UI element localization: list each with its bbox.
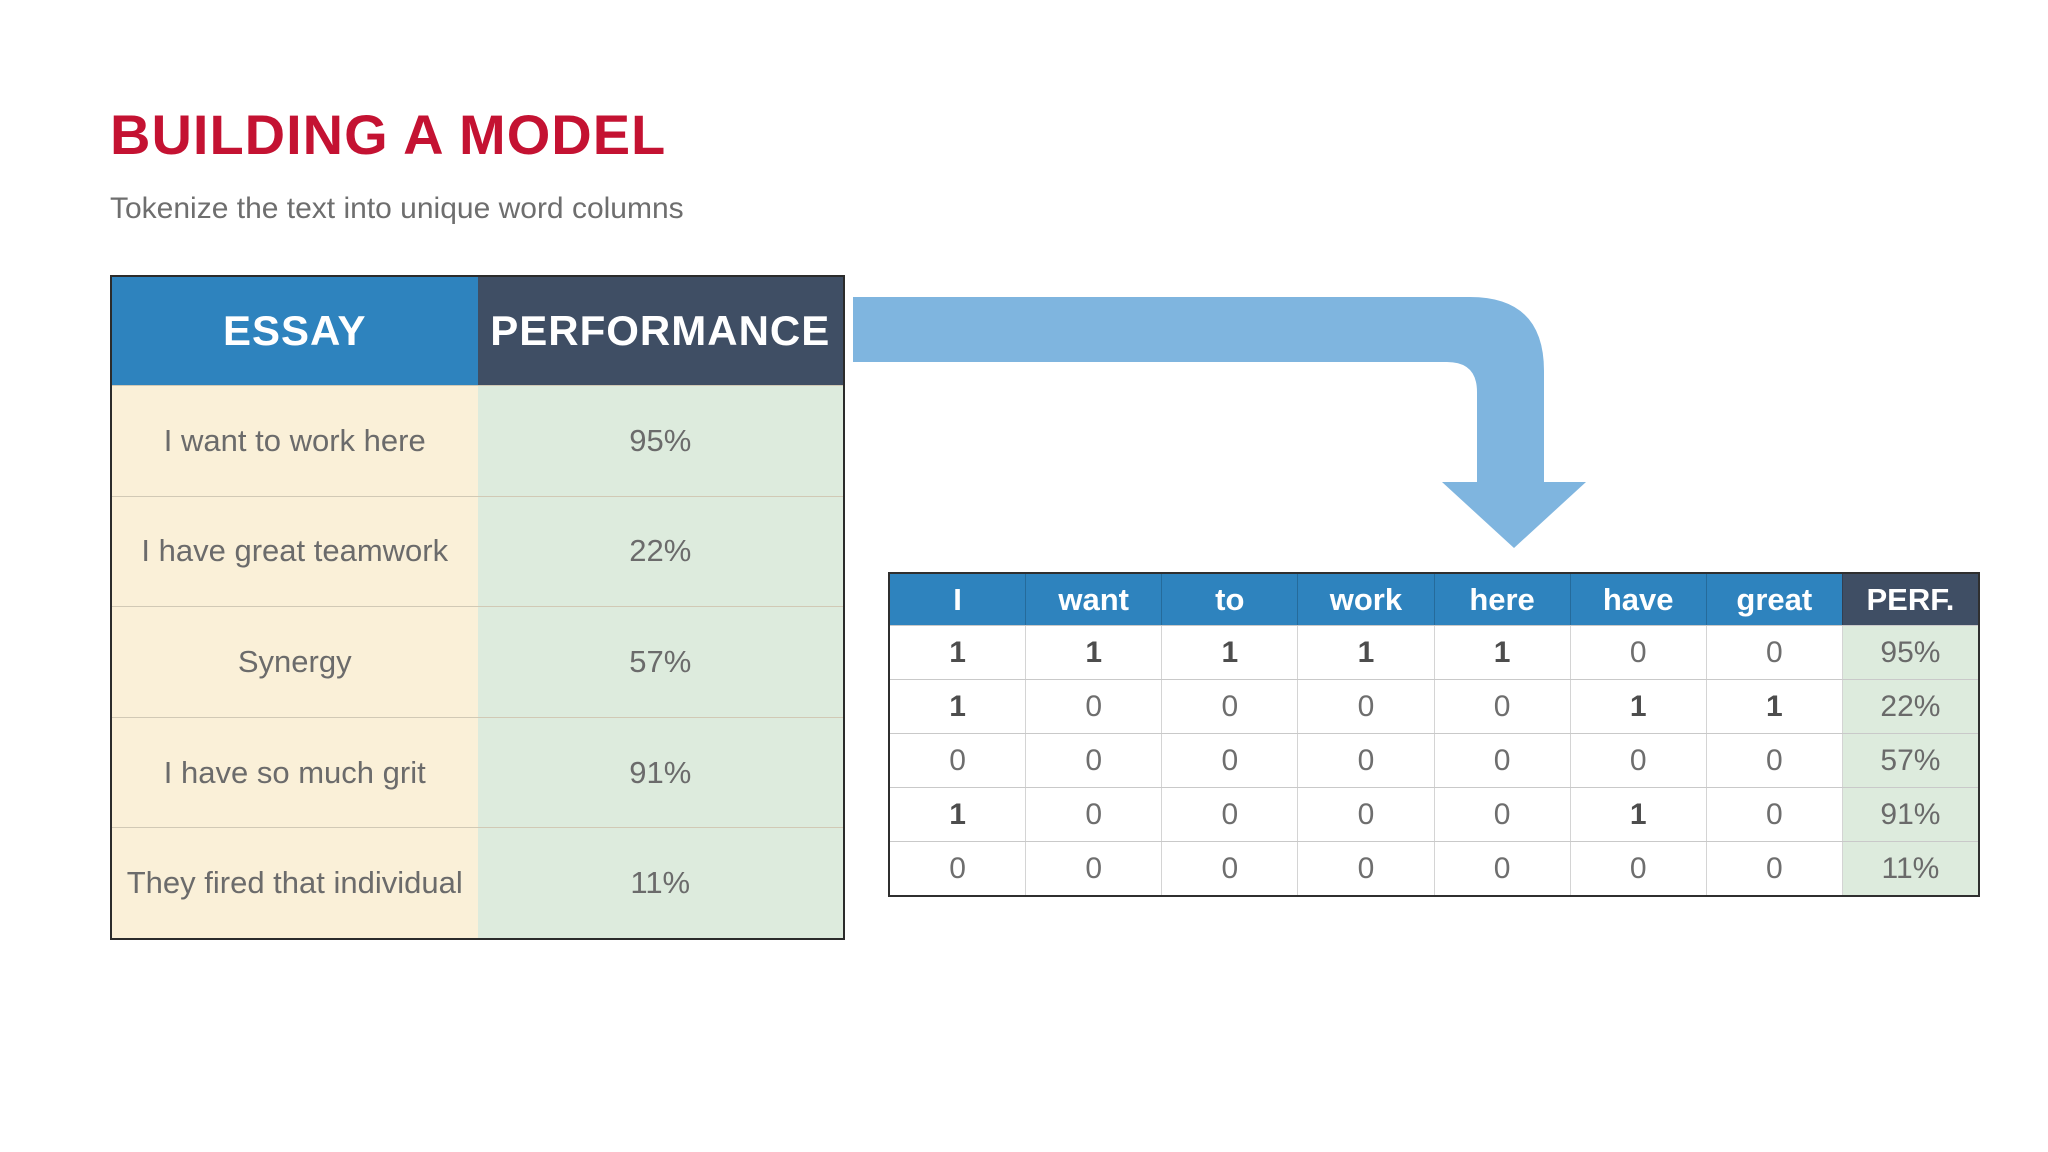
table-row: 0 0 0 0 0 0 0 57% (890, 733, 1978, 787)
token-cell: 0 (1433, 788, 1570, 841)
essay-cell: I have great teamwork (112, 496, 478, 607)
essay-column-header: ESSAY (112, 277, 478, 385)
performance-cell: 95% (477, 386, 843, 496)
token-cell: 0 (1161, 788, 1298, 841)
tokenized-word-table: I want to work here have great PERF. 1 1… (888, 572, 1980, 897)
token-cell: 1 (1297, 626, 1434, 679)
token-cell: 0 (1705, 734, 1842, 787)
perf-column-header: PERF. (1841, 574, 1978, 625)
token-column-header: here (1433, 574, 1570, 625)
token-cell: 1 (1433, 626, 1570, 679)
token-column-header: to (1161, 574, 1298, 625)
table-row: I have great teamwork 22% (112, 495, 843, 607)
table-row: I want to work here 95% (112, 385, 843, 496)
token-column-header: work (1297, 574, 1434, 625)
table-row: 0 0 0 0 0 0 0 11% (890, 841, 1978, 895)
essay-cell: I want to work here (112, 386, 478, 496)
performance-cell: 91% (477, 717, 843, 828)
token-cell: 1 (890, 626, 1026, 679)
token-cell: 1 (1569, 680, 1706, 733)
token-cell: 1 (1569, 788, 1706, 841)
token-column-header: great (1705, 574, 1842, 625)
table-row: I have so much grit 91% (112, 716, 843, 828)
token-cell: 0 (1705, 788, 1842, 841)
token-cell: 0 (1297, 788, 1434, 841)
token-cell: 1 (1025, 626, 1162, 679)
token-cell: 0 (890, 842, 1026, 895)
token-cell: 0 (1025, 788, 1162, 841)
performance-cell: 22% (477, 496, 843, 607)
token-cell: 0 (1025, 734, 1162, 787)
token-column-header: have (1569, 574, 1706, 625)
table-row: 1 0 0 0 0 1 0 91% (890, 787, 1978, 841)
essay-table-header-row: ESSAY PERFORMANCE (112, 277, 843, 385)
perf-cell: 22% (1841, 680, 1978, 733)
table-row: They fired that individual 11% (112, 827, 843, 938)
table-row: 1 0 0 0 0 1 1 22% (890, 679, 1978, 733)
perf-cell: 11% (1841, 842, 1978, 895)
token-cell: 0 (1025, 842, 1162, 895)
token-cell: 0 (1705, 626, 1842, 679)
page-subtitle: Tokenize the text into unique word colum… (110, 192, 684, 225)
token-table-header-row: I want to work here have great PERF. (890, 574, 1978, 625)
token-cell: 0 (1161, 734, 1298, 787)
token-cell: 1 (890, 788, 1026, 841)
token-cell: 1 (1161, 626, 1298, 679)
essay-cell: They fired that individual (112, 828, 478, 938)
token-cell: 0 (1433, 734, 1570, 787)
token-cell: 0 (1297, 680, 1434, 733)
token-cell: 0 (890, 734, 1026, 787)
token-cell: 0 (1433, 680, 1570, 733)
token-cell: 0 (1025, 680, 1162, 733)
perf-cell: 57% (1841, 734, 1978, 787)
table-row: 1 1 1 1 1 0 0 95% (890, 625, 1978, 679)
token-cell: 0 (1569, 842, 1706, 895)
perf-cell: 95% (1841, 626, 1978, 679)
token-cell: 1 (890, 680, 1026, 733)
performance-cell: 11% (477, 828, 843, 938)
token-cell: 0 (1161, 680, 1298, 733)
token-cell: 0 (1297, 734, 1434, 787)
performance-column-header: PERFORMANCE (477, 277, 843, 385)
token-cell: 0 (1297, 842, 1434, 895)
perf-cell: 91% (1841, 788, 1978, 841)
token-cell: 0 (1705, 842, 1842, 895)
token-column-header: want (1025, 574, 1162, 625)
token-cell: 0 (1161, 842, 1298, 895)
essay-cell: I have so much grit (112, 717, 478, 828)
token-cell: 0 (1569, 734, 1706, 787)
essay-cell: Synergy (112, 607, 478, 717)
page-title: BUILDING A MODEL (110, 103, 667, 166)
token-cell: 1 (1705, 680, 1842, 733)
essay-performance-table: ESSAY PERFORMANCE I want to work here 95… (110, 275, 845, 940)
token-cell: 0 (1433, 842, 1570, 895)
token-cell: 0 (1569, 626, 1706, 679)
performance-cell: 57% (477, 607, 843, 717)
token-column-header: I (890, 574, 1026, 625)
table-row: Synergy 57% (112, 606, 843, 717)
